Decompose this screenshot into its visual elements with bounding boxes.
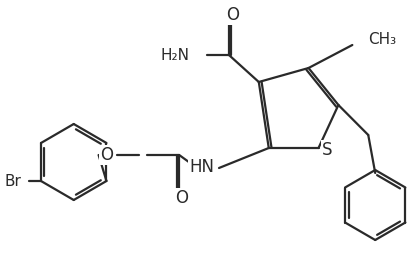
Text: O: O <box>226 6 239 24</box>
Text: O: O <box>175 189 188 207</box>
Text: HN: HN <box>189 158 214 176</box>
Text: H₂N: H₂N <box>160 48 189 62</box>
Text: O: O <box>100 146 113 164</box>
Text: Br: Br <box>4 174 21 188</box>
Text: CH₃: CH₃ <box>368 32 396 48</box>
Text: S: S <box>322 141 333 159</box>
